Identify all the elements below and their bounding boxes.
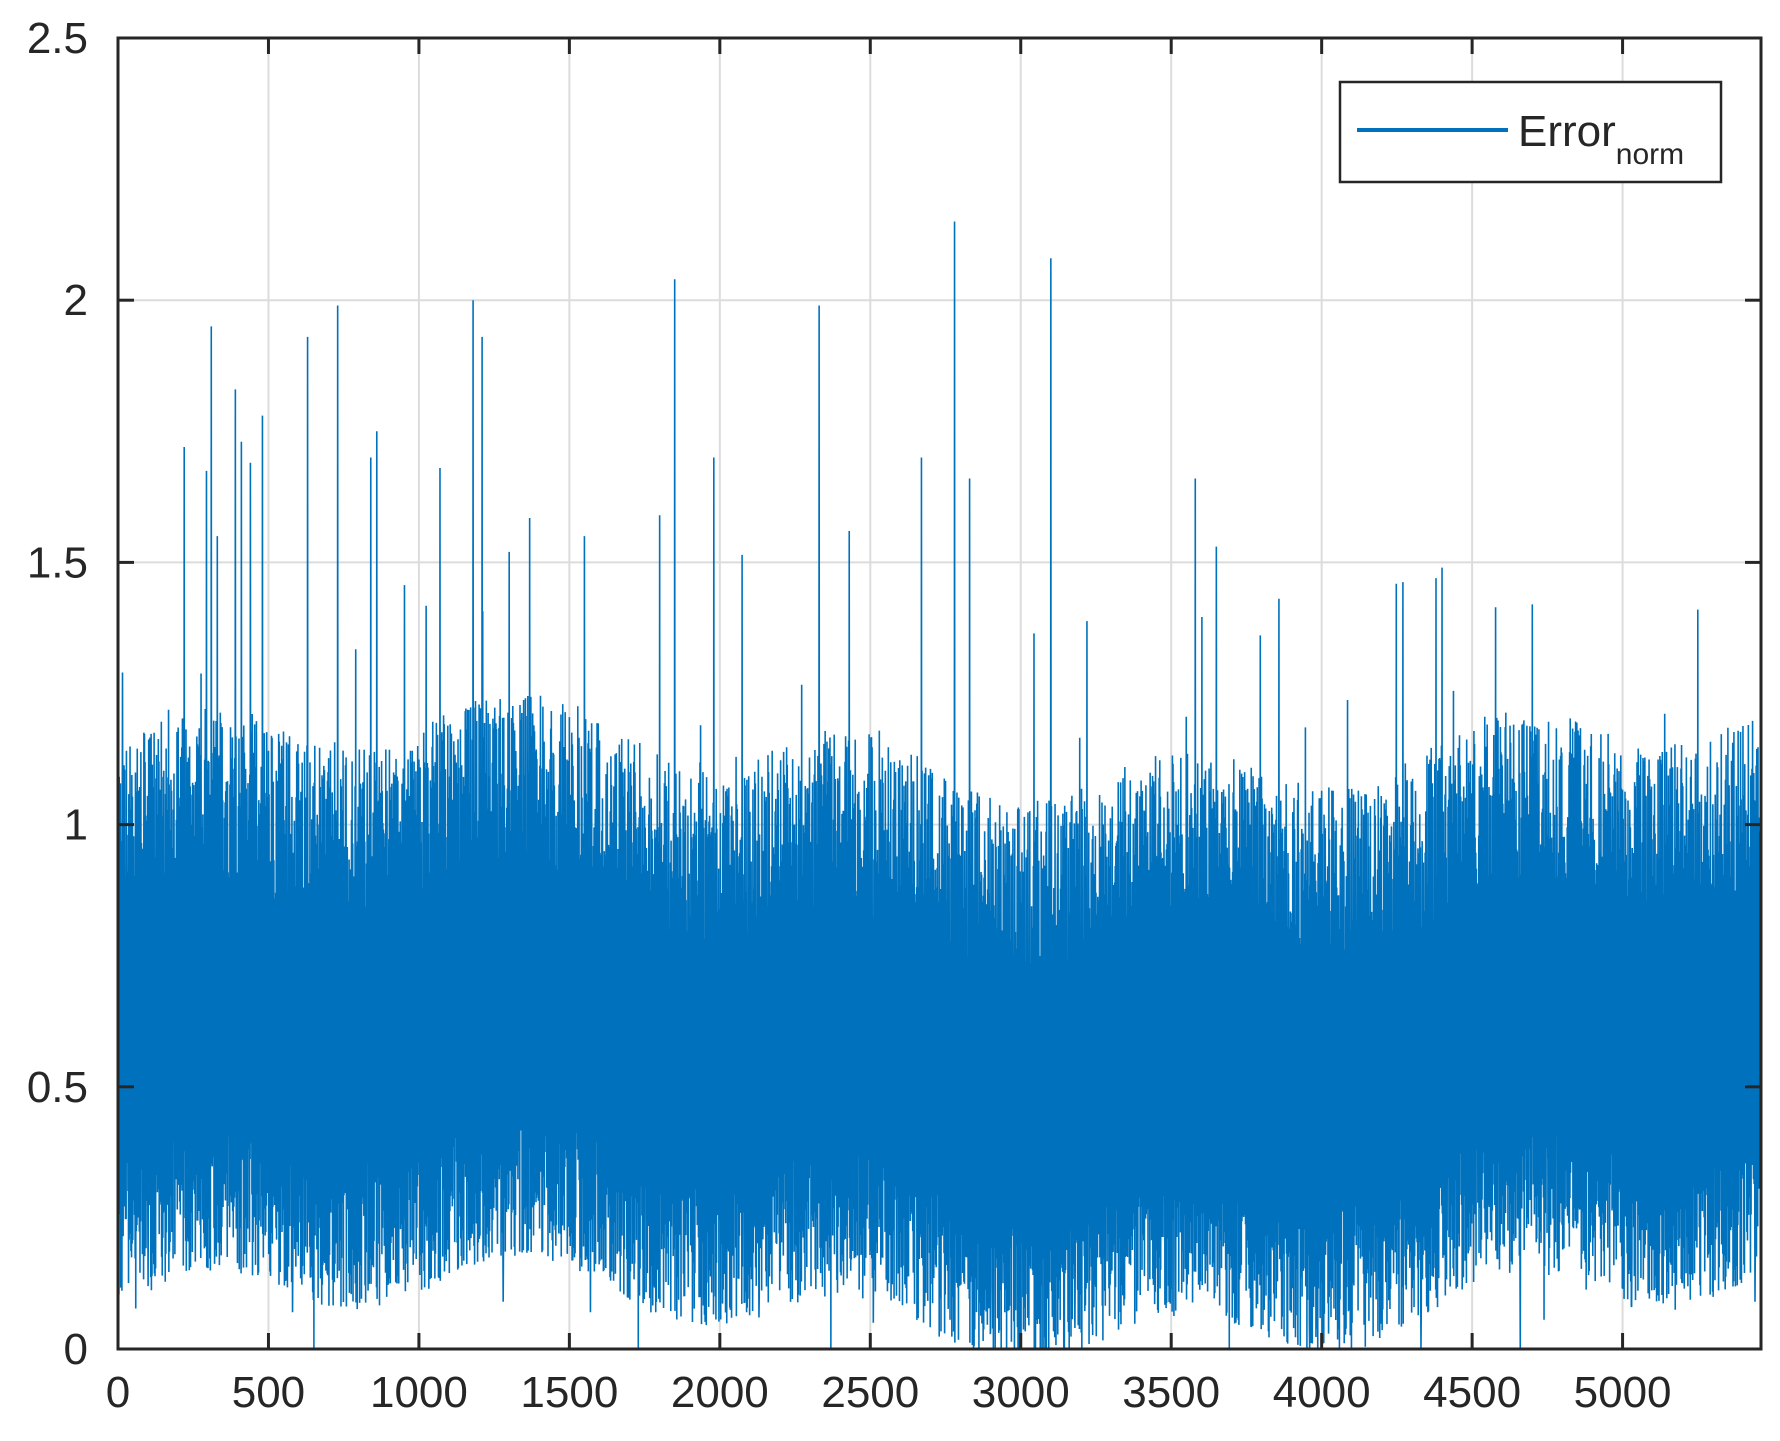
x-tick-label: 0 <box>106 1368 130 1417</box>
series-layer <box>117 221 1762 1350</box>
x-tick-label: 4500 <box>1423 1368 1521 1417</box>
y-tick-label: 2 <box>64 276 88 325</box>
y-tick-label: 0 <box>64 1325 88 1374</box>
legend-label: Errornorm <box>1518 107 1684 171</box>
y-tick-label: 1.5 <box>27 538 88 587</box>
x-tick-label: 1500 <box>520 1368 618 1417</box>
x-tick-label: 1000 <box>370 1368 468 1417</box>
x-tick-label: 5000 <box>1574 1368 1672 1417</box>
y-tick-label: 2.5 <box>27 14 88 63</box>
legend-box <box>1338 80 1723 184</box>
x-tick-label: 2000 <box>671 1368 769 1417</box>
legend-label-subscript: norm <box>1616 138 1684 171</box>
x-tick-label: 3000 <box>972 1368 1070 1417</box>
legend-label-main: Error <box>1518 107 1616 156</box>
plot-frame <box>116 36 1763 1351</box>
y-tick-label: 1 <box>64 801 88 850</box>
legend: Errornorm <box>1338 80 1723 184</box>
tick-layer: 0 500 1000 1500 2000 2500 3000 3500 4000 4500 5000… <box>27 14 1761 1417</box>
series-line-error-norm <box>117 221 1762 1350</box>
x-tick-label: 3500 <box>1122 1368 1220 1417</box>
y-tick-label: 0.5 <box>27 1063 88 1112</box>
x-tick-label: 4000 <box>1273 1368 1371 1417</box>
x-tick-label: 2500 <box>821 1368 919 1417</box>
x-tick-label: 500 <box>232 1368 305 1417</box>
